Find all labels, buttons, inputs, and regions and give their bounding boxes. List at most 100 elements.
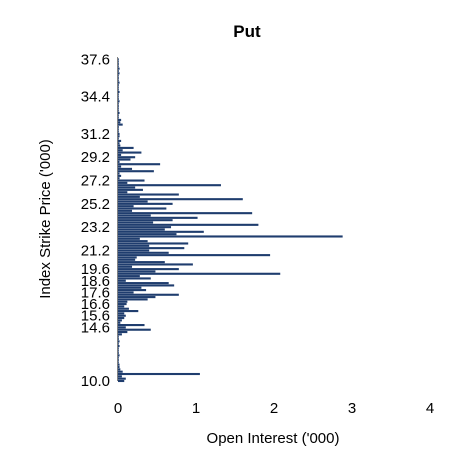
bar bbox=[118, 137, 119, 140]
bar bbox=[118, 351, 119, 355]
bar bbox=[118, 135, 120, 138]
bar bbox=[118, 370, 123, 373]
bar bbox=[118, 244, 150, 247]
bar bbox=[118, 184, 221, 187]
bar bbox=[118, 268, 179, 271]
bar bbox=[118, 123, 123, 126]
bar bbox=[118, 363, 120, 366]
bar bbox=[118, 67, 120, 70]
bar bbox=[118, 291, 134, 294]
y-tick-label: 27.2 bbox=[81, 173, 110, 190]
bar bbox=[118, 251, 169, 254]
bar bbox=[118, 93, 119, 96]
bar bbox=[118, 214, 151, 217]
bar bbox=[118, 193, 179, 196]
bar bbox=[118, 317, 125, 320]
bar bbox=[118, 114, 119, 117]
bar bbox=[118, 319, 122, 322]
bar bbox=[118, 361, 119, 364]
bar bbox=[118, 109, 119, 112]
bar bbox=[118, 377, 126, 380]
bar bbox=[118, 277, 151, 280]
y-tick-label: 25.2 bbox=[81, 196, 110, 213]
bar bbox=[118, 331, 128, 334]
bar bbox=[118, 242, 189, 245]
bar bbox=[118, 307, 129, 310]
bar bbox=[118, 139, 122, 142]
bar bbox=[118, 128, 119, 131]
bar bbox=[118, 235, 343, 238]
bar bbox=[118, 156, 136, 159]
bar bbox=[118, 284, 175, 287]
bar bbox=[118, 356, 119, 359]
y-axis-ticks: 10.0 14.615.616.617.618.619.621.2 23.2 25.2… bbox=[81, 51, 110, 390]
bar bbox=[118, 305, 125, 308]
bar bbox=[118, 354, 120, 357]
bar bbox=[118, 179, 145, 182]
bar bbox=[118, 337, 119, 341]
x-tick-label: 0 bbox=[114, 400, 122, 417]
bar bbox=[118, 202, 173, 205]
bar bbox=[118, 207, 167, 210]
bar bbox=[118, 300, 128, 303]
bar bbox=[118, 365, 120, 369]
bar bbox=[118, 160, 120, 163]
x-tick-label: 4 bbox=[426, 400, 434, 417]
bar bbox=[118, 95, 119, 98]
bar bbox=[118, 258, 136, 261]
bar bbox=[118, 170, 154, 173]
bar bbox=[118, 144, 121, 147]
bar bbox=[118, 256, 137, 259]
bar bbox=[118, 272, 281, 275]
bar bbox=[118, 340, 120, 343]
bar bbox=[118, 328, 151, 331]
bar bbox=[118, 195, 140, 198]
bar bbox=[118, 149, 123, 152]
y-tick-label: 34.4 bbox=[81, 89, 110, 106]
bar bbox=[118, 100, 120, 103]
y-tick-label: 37.6 bbox=[81, 51, 110, 68]
bar bbox=[118, 379, 125, 383]
bar bbox=[118, 69, 119, 73]
y-axis-label: Index Strike Price ('000) bbox=[37, 139, 54, 299]
bar bbox=[118, 219, 173, 222]
bar bbox=[118, 375, 122, 378]
bar bbox=[118, 230, 204, 233]
bar bbox=[118, 279, 126, 282]
bar bbox=[118, 188, 143, 191]
bar bbox=[118, 275, 140, 278]
bar bbox=[118, 181, 128, 184]
bar bbox=[118, 342, 119, 345]
bar bbox=[118, 65, 119, 68]
bar bbox=[118, 111, 120, 114]
bar bbox=[118, 97, 119, 101]
bar bbox=[118, 228, 165, 231]
bar bbox=[118, 167, 133, 170]
bar bbox=[118, 324, 145, 327]
y-tick-label: 10.0 bbox=[81, 373, 110, 390]
bar bbox=[118, 347, 119, 350]
bar bbox=[118, 333, 122, 336]
bar bbox=[118, 314, 126, 317]
y-tick-label: 17.6 bbox=[81, 284, 110, 301]
bar bbox=[118, 132, 120, 135]
bar bbox=[118, 142, 120, 145]
bars-group bbox=[118, 58, 343, 383]
chart-title: Put bbox=[233, 22, 261, 41]
bar bbox=[118, 249, 150, 252]
bar bbox=[118, 237, 140, 240]
y-tick-label: 29.2 bbox=[81, 149, 110, 166]
y-tick-label: 21.2 bbox=[81, 243, 110, 260]
bar bbox=[118, 205, 134, 208]
bar bbox=[118, 303, 127, 306]
bar bbox=[118, 79, 119, 82]
bar bbox=[118, 233, 177, 236]
bar bbox=[118, 226, 172, 229]
bar bbox=[118, 261, 165, 264]
x-tick-label: 3 bbox=[348, 400, 356, 417]
bar bbox=[118, 177, 120, 180]
bar bbox=[118, 72, 120, 75]
bar bbox=[118, 163, 161, 166]
bar bbox=[118, 81, 120, 84]
